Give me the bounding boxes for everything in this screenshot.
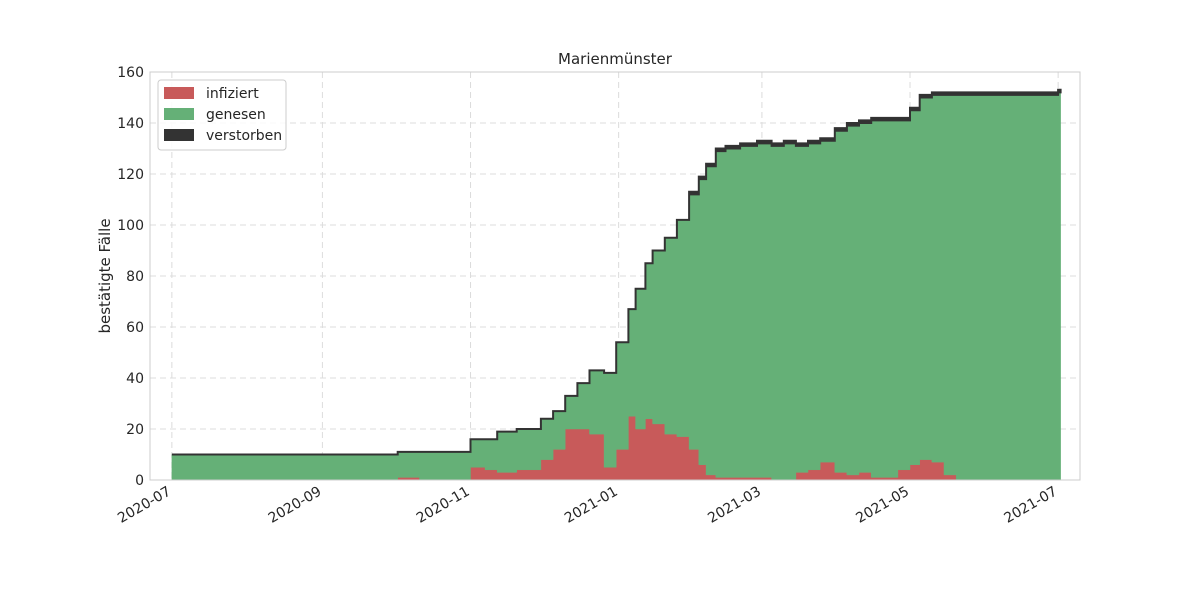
legend-label-infiziert: infiziert <box>206 86 259 102</box>
y-tick-label: 40 <box>126 371 144 387</box>
chart-title: Marienmünster <box>558 50 673 68</box>
y-tick-label: 80 <box>126 269 144 285</box>
y-tick-label: 160 <box>117 65 144 81</box>
y-axis-ticks: 0 20 40 60 80 100 120 140 160 <box>117 65 144 489</box>
y-tick-label: 100 <box>117 218 144 234</box>
legend-label-verstorben: verstorben <box>206 128 282 144</box>
y-tick-label: 0 <box>135 473 144 489</box>
legend: infiziert genesen verstorben <box>157 79 287 151</box>
y-axis-label: bestätigte Fälle <box>96 218 114 333</box>
legend-label-genesen: genesen <box>206 107 266 123</box>
y-tick-label: 20 <box>126 422 144 438</box>
y-tick-label: 120 <box>117 167 144 183</box>
plot-areas <box>171 88 1062 481</box>
y-tick-label: 60 <box>126 320 144 336</box>
legend-swatch-genesen <box>164 108 194 120</box>
legend-swatch-verstorben <box>164 129 194 141</box>
legend-swatch-infiziert <box>164 87 194 99</box>
y-tick-label: 140 <box>117 116 144 132</box>
area-verstorben <box>171 88 1062 456</box>
plot-frame <box>149 71 1081 481</box>
